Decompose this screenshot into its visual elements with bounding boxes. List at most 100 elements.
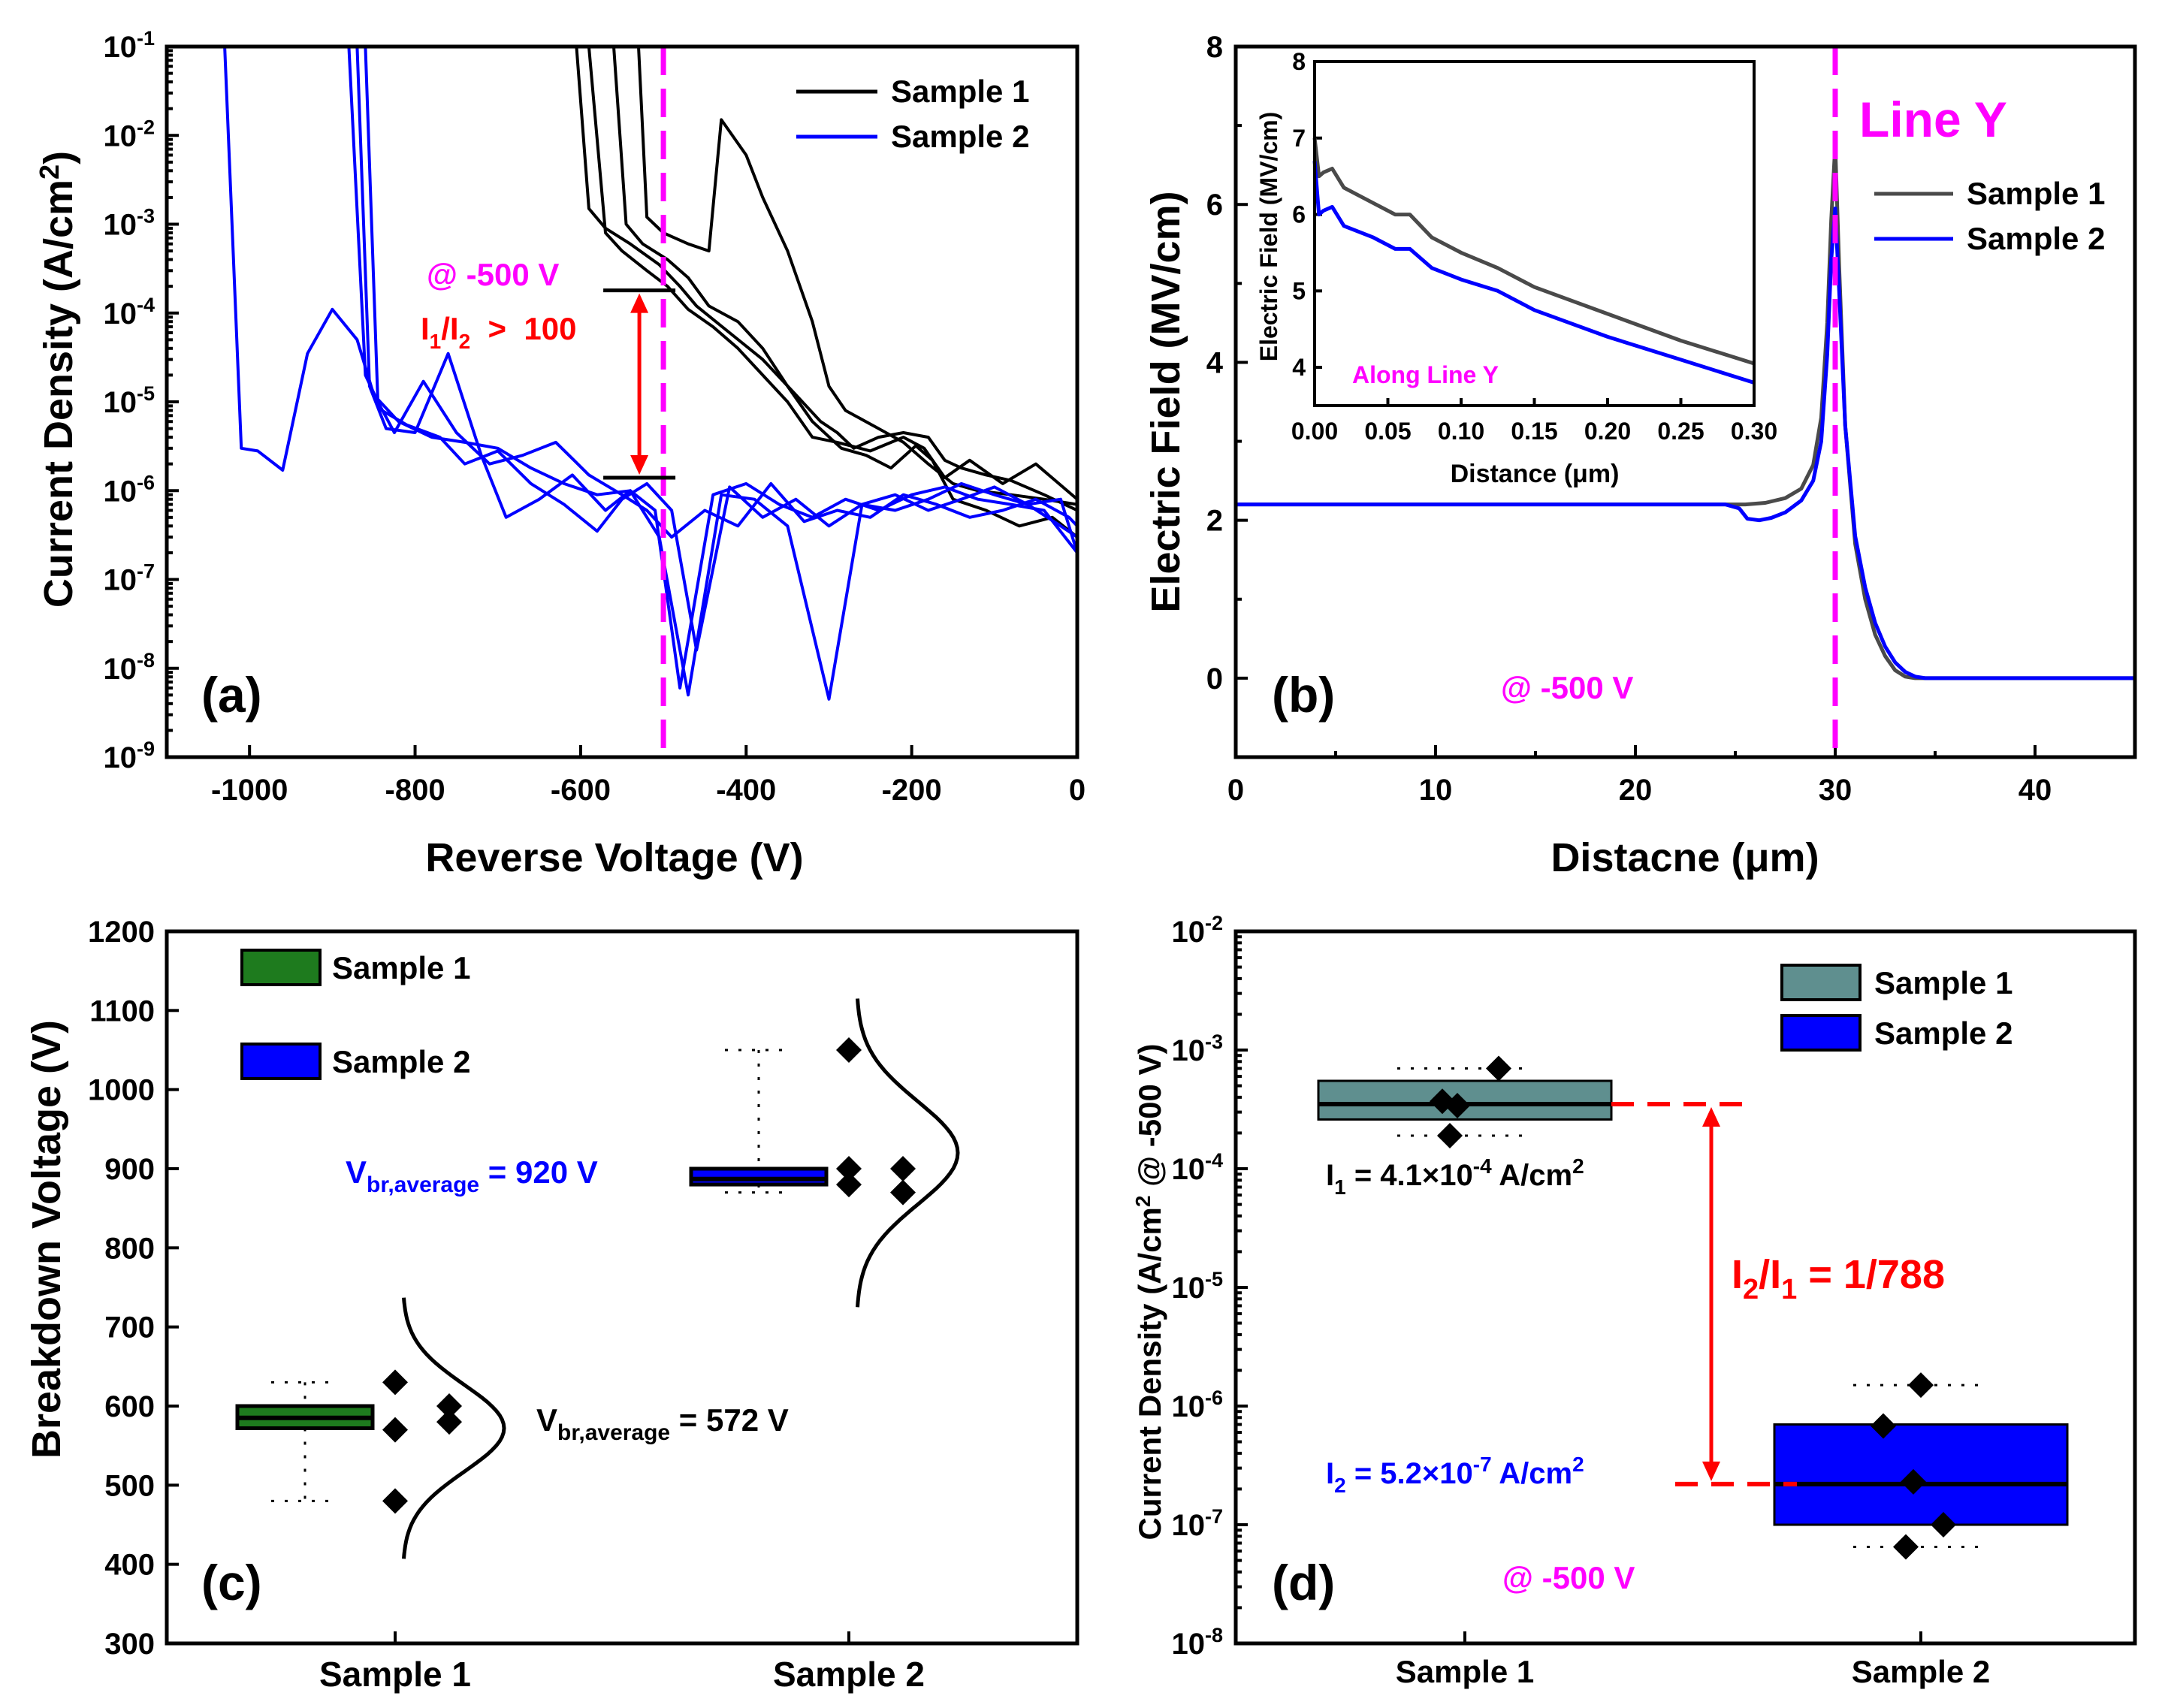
legend-swatch-sample1 bbox=[1780, 964, 1862, 1001]
data-point bbox=[836, 1156, 862, 1181]
x-tick-label: -200 bbox=[882, 774, 942, 807]
y-tick-label: 10-5 bbox=[103, 382, 155, 419]
panel-b-line-y-label: Line Y bbox=[1859, 92, 2007, 147]
y-tick-label: 10-3 bbox=[103, 205, 155, 242]
x-tick-label: 10 bbox=[1419, 774, 1453, 807]
panel-b-annotation-voltage: @ -500 V bbox=[1501, 670, 1633, 705]
x-tick-label: 30 bbox=[1819, 774, 1852, 807]
series-line-sample2 bbox=[355, 47, 1077, 701]
inset-frame bbox=[1313, 60, 1756, 407]
box-sample2 bbox=[689, 1166, 829, 1187]
panel-b-ticks: 0 10 20 30 40 0 2 4 6 8 bbox=[1206, 31, 2052, 807]
x-tick-label: -400 bbox=[716, 774, 776, 807]
panel-d-frame bbox=[1233, 929, 2137, 1646]
panel-a-frame bbox=[165, 44, 1079, 759]
y-tick-label: 10-2 bbox=[1171, 912, 1223, 949]
data-point bbox=[436, 1409, 462, 1435]
data-point bbox=[1901, 1468, 1926, 1495]
panel-a-ratio-label: I1/I2 > 100 bbox=[421, 311, 576, 353]
panel-c-ylabel: Breakdown Voltage (V) bbox=[24, 1020, 69, 1459]
panel-d-legend: Sample 1 Sample 2 bbox=[1780, 964, 2012, 1052]
legend-swatch-sample2 bbox=[1780, 1014, 1862, 1052]
panel-c-avg-sample2: Vbr,average = 920 V bbox=[346, 1154, 598, 1197]
y-tick-label: 8 bbox=[1206, 31, 1223, 64]
y-tick-label: 700 bbox=[104, 1311, 155, 1344]
panel-c: Breakdown Voltage (V) 300 400 500 600 700 800… bbox=[24, 916, 1079, 1694]
y-tick-label: 10-5 bbox=[1171, 1268, 1223, 1305]
data-point bbox=[836, 1037, 862, 1063]
panel-b-ylabel: Electric Field (MV/cm) bbox=[1143, 191, 1188, 612]
inset-along-line-y-label: Along Line Y bbox=[1352, 361, 1499, 388]
x-tick-label: Sample 2 bbox=[773, 1655, 925, 1694]
x-tick-label: Sample 1 bbox=[1396, 1654, 1534, 1689]
box-sample1 bbox=[1317, 1079, 1613, 1121]
data-point bbox=[1908, 1372, 1934, 1399]
y-tick-label: 1200 bbox=[88, 916, 155, 949]
data-point bbox=[1486, 1055, 1511, 1082]
panel-b-inset: Electric Field (MV/cm) Distance (μm) 0.0… bbox=[1255, 48, 1777, 488]
panel-d-ratio-arrow bbox=[1611, 1102, 1797, 1486]
y-tick-label: 10-6 bbox=[1171, 1387, 1223, 1423]
y-tick-label: 10-3 bbox=[1171, 1031, 1223, 1067]
panel-a-lines bbox=[223, 47, 1077, 701]
x-tick-label: Sample 1 bbox=[319, 1655, 471, 1694]
distribution-curve bbox=[856, 998, 960, 1308]
y-tick-label: 1100 bbox=[89, 994, 155, 1028]
panel-a-ratio-arrow bbox=[603, 288, 676, 480]
data-point bbox=[890, 1156, 916, 1181]
series-line-sample2 bbox=[364, 47, 1077, 539]
inset-y-tick-label: 5 bbox=[1292, 277, 1306, 304]
inset-y-tick-label: 6 bbox=[1292, 201, 1306, 228]
inset-x-tick-label: 0.10 bbox=[1438, 418, 1484, 445]
panel-b-frame bbox=[1233, 44, 2137, 759]
data-point bbox=[1445, 1093, 1470, 1119]
data-point bbox=[436, 1393, 462, 1419]
series-line-sample1 bbox=[587, 47, 1077, 501]
panel-d-annotation-voltage: @ -500 V bbox=[1502, 1560, 1635, 1595]
data-point bbox=[382, 1369, 408, 1396]
x-tick-label: -600 bbox=[551, 774, 611, 807]
inset-background bbox=[1315, 62, 1754, 406]
panel-d-ylabel: Current Density (A/cm2 @ -500 V) bbox=[1131, 1043, 1167, 1540]
y-tick-label: 10-8 bbox=[103, 649, 155, 686]
inset-ylabel: Electric Field (MV/cm) bbox=[1255, 112, 1282, 362]
x-tick-label: 20 bbox=[1619, 774, 1653, 807]
arrow-head-up bbox=[1702, 1107, 1720, 1127]
inset-x-tick-label: 0.00 bbox=[1291, 418, 1338, 445]
data-point bbox=[1437, 1122, 1463, 1148]
panel-b-xlabel: Distacne (μm) bbox=[1551, 835, 1819, 880]
inset-series-line-sample2 bbox=[1312, 161, 1755, 385]
inset-x-tick-label: 0.25 bbox=[1657, 418, 1704, 445]
legend-label-sample2: Sample 2 bbox=[1874, 1015, 2012, 1051]
x-tick-label: -800 bbox=[385, 774, 445, 807]
panel-b-lines bbox=[1236, 143, 2135, 680]
x-tick-label: -1000 bbox=[211, 774, 288, 807]
y-tick-label: 600 bbox=[104, 1390, 155, 1423]
distribution-curve bbox=[402, 1297, 506, 1559]
panel-a: Current Density (A/cm2) Reverse Voltage … bbox=[34, 27, 1086, 880]
y-tick-label: 10-8 bbox=[1171, 1624, 1223, 1661]
legend-label-sample2: Sample 2 bbox=[891, 119, 1029, 154]
legend-swatch-sample1 bbox=[240, 949, 322, 986]
panel-a-ylabel: Current Density (A/cm2) bbox=[34, 151, 81, 608]
panel-d-boxes bbox=[1317, 1055, 2069, 1560]
data-point bbox=[382, 1417, 408, 1443]
data-point bbox=[836, 1172, 862, 1198]
legend-label-sample1: Sample 1 bbox=[332, 950, 470, 985]
series-line-sample2 bbox=[1236, 207, 2135, 680]
panel-b-label: (b) bbox=[1272, 667, 1335, 723]
panel-d: Current Density (A/cm2 @ -500 V) 10-8 10-… bbox=[1131, 912, 2137, 1689]
panel-d-ratio-label: I2/I1 = 1/788 bbox=[1732, 1252, 1945, 1305]
series-line-sample1 bbox=[575, 47, 1077, 512]
panel-d-i1-label: I1 = 4.1×10-4 A/cm2 bbox=[1326, 1154, 1584, 1199]
series-line-sample1 bbox=[612, 47, 1077, 539]
y-tick-label: 10-4 bbox=[103, 294, 155, 330]
arrow-head-up bbox=[630, 293, 649, 313]
inset-y-tick-label: 7 bbox=[1292, 125, 1306, 152]
series-line-sample2 bbox=[223, 47, 1077, 690]
panel-a-series bbox=[223, 47, 1077, 701]
x-tick-label: 0 bbox=[1227, 774, 1244, 807]
inset-y-tick-label: 8 bbox=[1292, 48, 1306, 75]
data-point bbox=[1893, 1534, 1919, 1560]
inset-x-tick-label: 0.30 bbox=[1731, 418, 1777, 445]
